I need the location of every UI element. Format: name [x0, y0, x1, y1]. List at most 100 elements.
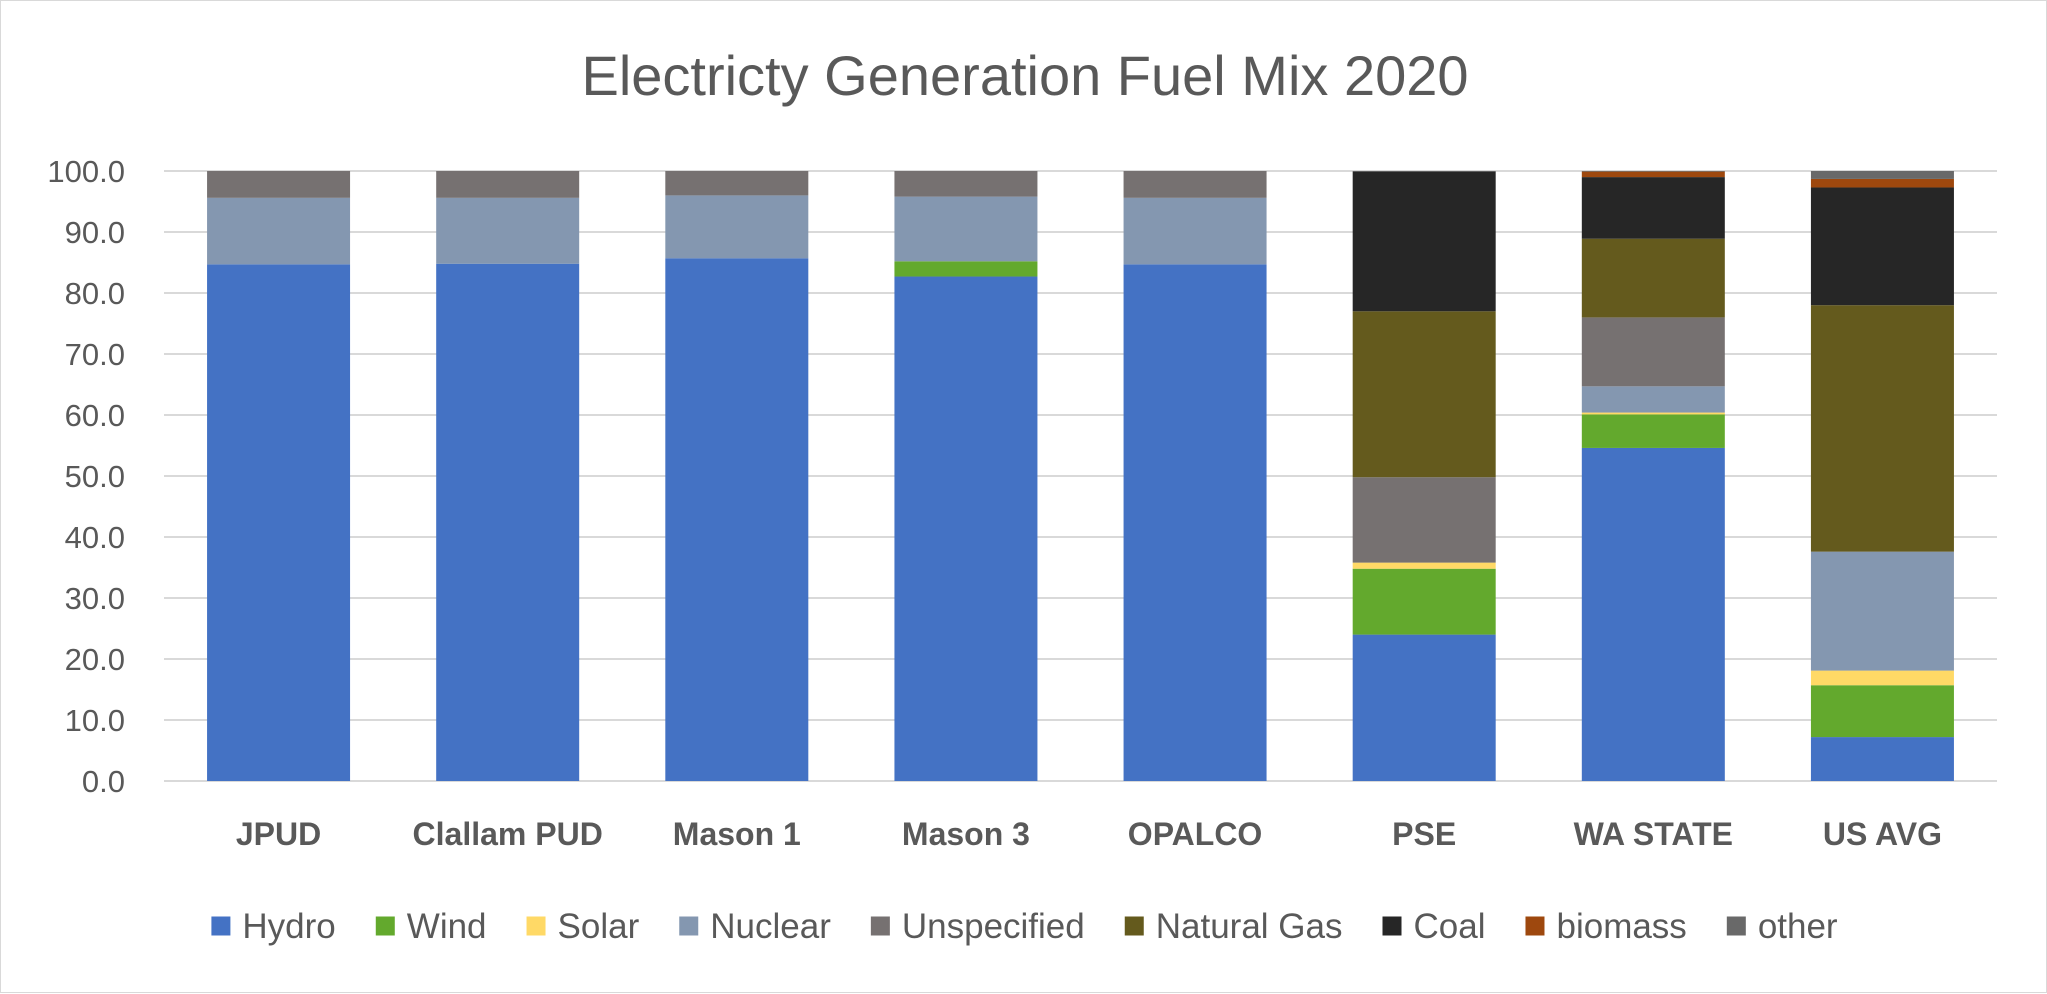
legend-item-other: other [1726, 907, 1838, 946]
legend-label: Hydro [242, 907, 335, 946]
y-tick-label: 0.0 [82, 764, 125, 799]
bar-segment-hydro [436, 263, 580, 782]
x-tick-label: Mason 1 [673, 816, 801, 852]
legend-swatch [1726, 916, 1746, 936]
legend-item-biomass: biomass [1525, 907, 1687, 946]
legend-item-natural-gas: Natural Gas [1124, 907, 1343, 946]
y-tick-label: 60.0 [65, 398, 125, 433]
y-tick-label: 50.0 [65, 459, 125, 494]
bar-segment-natural-gas [1810, 305, 1954, 552]
legend-swatch [1525, 916, 1545, 936]
bar-segment-unspecified [1581, 317, 1725, 387]
bar-stack [1810, 171, 1954, 781]
bar-segment-hydro [1123, 264, 1267, 782]
x-tick-label: Clallam PUD [413, 816, 603, 852]
bar-segment-nuclear [894, 196, 1038, 262]
bar-segment-hydro [1810, 737, 1954, 781]
bar-segment-nuclear [207, 197, 351, 265]
legend: Hydro Wind Solar Nuclear Unspecified Natural … [211, 907, 1838, 946]
legend-label: Nuclear [710, 907, 831, 946]
y-tick-label: 70.0 [65, 337, 125, 372]
bar-segment-unspecified [665, 171, 809, 196]
legend-swatch [1382, 916, 1402, 936]
bar-segment-nuclear [1810, 551, 1954, 671]
bar-segment-coal [1352, 171, 1496, 312]
legend-swatch [211, 916, 231, 936]
y-tick-label: 30.0 [65, 581, 125, 616]
bar-segment-nuclear [1123, 197, 1267, 265]
bar-segment-unspecified [1352, 477, 1496, 563]
x-tick-label: JPUD [236, 816, 321, 852]
legend-label: biomass [1556, 907, 1686, 946]
y-axis-tick-labels: 0.0 10.0 20.0 30.0 40.0 50.0 60.0 70.0 80.0 90.0 1… [47, 154, 125, 799]
bar-segment-nuclear [1581, 386, 1725, 413]
legend-swatch [1124, 916, 1144, 936]
legend-item-hydro: Hydro [211, 907, 336, 946]
bar-segment-wind [1581, 414, 1725, 448]
y-tick-label: 100.0 [47, 154, 125, 189]
y-tick-label: 10.0 [65, 703, 125, 738]
bar-segment-hydro [1352, 634, 1496, 781]
bar-segment-hydro [665, 258, 809, 782]
x-axis-tick-labels: JPUD Clallam PUD Mason 1 Mason 3 OPALCO PSE WA… [236, 816, 1942, 852]
legend-label: Natural Gas [1156, 907, 1343, 946]
y-tick-label: 80.0 [65, 276, 125, 311]
legend-label: Coal [1414, 907, 1486, 946]
legend-label: Solar [558, 907, 640, 946]
legend-label: Unspecified [902, 907, 1085, 946]
x-tick-label: Mason 3 [902, 816, 1030, 852]
bar-segment-unspecified [207, 171, 351, 198]
bar-segment-solar [1581, 412, 1725, 415]
bar-segment-other [1352, 171, 1496, 172]
bar-stack [1352, 171, 1496, 781]
legend-item-coal: Coal [1382, 907, 1486, 946]
legend-swatch [870, 916, 890, 936]
bar-segment-nuclear [665, 195, 809, 259]
x-tick-label: OPALCO [1128, 816, 1263, 852]
bar-segment-hydro [1581, 447, 1725, 781]
x-tick-label: WA STATE [1574, 816, 1733, 852]
bar-stack [436, 171, 580, 782]
x-tick-label: US AVG [1823, 816, 1942, 852]
y-tick-label: 40.0 [65, 520, 125, 555]
bar-segment-hydro [207, 264, 351, 782]
bar-segment-other [1810, 171, 1954, 179]
bar-stack [894, 171, 1038, 781]
x-tick-label: PSE [1392, 816, 1456, 852]
legend-item-unspecified: Unspecified [870, 907, 1085, 946]
bar-stack [1123, 171, 1267, 782]
chart-title: Electricty Generation Fuel Mix 2020 [581, 44, 1468, 107]
bar-segment-other [1581, 171, 1725, 172]
legend-item-solar: Solar [526, 907, 640, 946]
bar-segment-natural-gas [1581, 238, 1725, 318]
bar-stack [1581, 171, 1725, 781]
bar-segment-unspecified [436, 171, 580, 198]
legend-item-nuclear: Nuclear [679, 907, 831, 946]
y-tick-label: 90.0 [65, 215, 125, 250]
bar-segment-nuclear [436, 197, 580, 264]
legend-swatch [375, 916, 395, 936]
bar-segment-wind [894, 261, 1038, 277]
bar-segment-hydro [894, 276, 1038, 781]
legend-swatch [526, 916, 546, 936]
legend-label: other [1758, 907, 1838, 946]
bar-segment-unspecified [1123, 171, 1267, 198]
bar-stack [207, 171, 351, 782]
legend-item-wind: Wind [375, 907, 487, 946]
bar-segment-wind [1352, 568, 1496, 635]
legend-swatch [679, 916, 699, 936]
legend-label: Wind [407, 907, 487, 946]
bar-segment-solar [1810, 670, 1954, 686]
bar-segment-coal [1810, 187, 1954, 306]
bar-segment-biomass [1810, 178, 1954, 188]
bar-stack [665, 171, 809, 782]
bar-segment-biomass [1581, 171, 1725, 178]
bar-segment-natural-gas [1352, 311, 1496, 478]
y-tick-label: 20.0 [65, 642, 125, 677]
bar-segment-unspecified [894, 171, 1038, 197]
bar-segment-solar [1352, 562, 1496, 569]
bar-segment-coal [1581, 177, 1725, 239]
stacked-bars [207, 171, 1954, 782]
